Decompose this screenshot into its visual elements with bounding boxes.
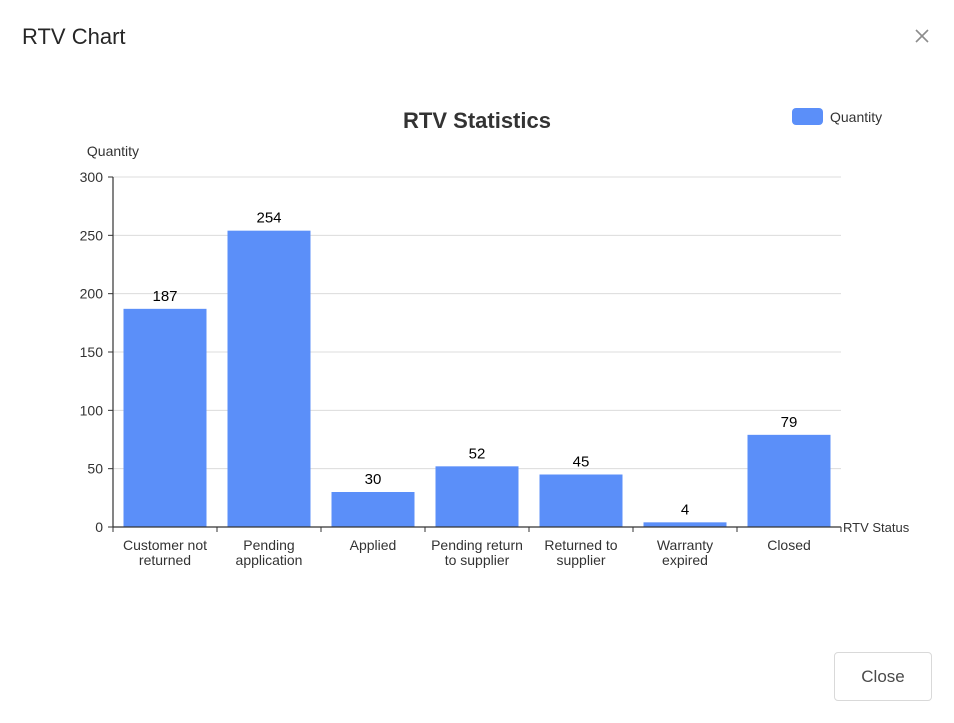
data-labels: 187 254 30 52 45 4 79	[152, 210, 797, 519]
x-tick-label: Warranty	[657, 537, 713, 553]
bars	[123, 230, 831, 528]
close-button[interactable]: Close	[834, 652, 932, 701]
bar-value-label: 30	[365, 471, 382, 488]
bar-value-label: 187	[152, 288, 177, 305]
bar[interactable]	[123, 308, 207, 527]
legend-swatch[interactable]	[792, 108, 823, 125]
y-axis-title: Quantity	[87, 143, 139, 159]
x-tick-label: supplier	[556, 552, 605, 568]
x-tick-label: expired	[662, 552, 708, 568]
y-tick-label: 300	[80, 169, 104, 185]
bar[interactable]	[331, 492, 415, 527]
grid-lines	[113, 176, 841, 470]
x-axis-title: RTV Status	[843, 520, 910, 535]
y-tick-label: 0	[95, 519, 103, 535]
bar-value-label: 254	[256, 210, 281, 227]
bar[interactable]	[435, 466, 519, 527]
x-tick-label: to supplier	[445, 552, 510, 568]
bar[interactable]	[643, 522, 727, 527]
legend-label[interactable]: Quantity	[830, 109, 882, 125]
bar[interactable]	[539, 474, 623, 528]
x-tick-label: Closed	[767, 537, 811, 553]
bar-value-label: 45	[573, 454, 590, 471]
y-tick-label: 100	[80, 402, 104, 418]
bar-value-label: 4	[681, 501, 689, 518]
y-tick-label: 250	[80, 227, 104, 243]
y-tick-label: 50	[87, 461, 103, 477]
bar[interactable]	[227, 230, 311, 527]
x-tick-label: Customer not	[123, 537, 207, 553]
chart-title: RTV Statistics	[403, 108, 551, 133]
x-tick-label: Applied	[350, 537, 397, 553]
bar-value-label: 52	[469, 445, 486, 462]
modal-title: RTV Chart	[22, 24, 126, 49]
x-tick-label: Returned to	[544, 537, 617, 553]
legend[interactable]: Quantity	[792, 108, 882, 125]
bar-value-label: 79	[781, 414, 798, 431]
bar-chart: 187 254 30 52 45 4 79 0 50 100 150 200 250 300 Custom…	[80, 108, 910, 568]
y-tick-label: 150	[80, 344, 104, 360]
x-tick-label: returned	[139, 552, 191, 568]
x-tick-label: application	[236, 552, 303, 568]
y-tick-label: 200	[80, 286, 104, 302]
close-icon[interactable]	[910, 24, 934, 48]
bar[interactable]	[747, 434, 831, 527]
x-tick-label: Pending return	[431, 537, 523, 553]
x-tick-label: Pending	[243, 537, 294, 553]
